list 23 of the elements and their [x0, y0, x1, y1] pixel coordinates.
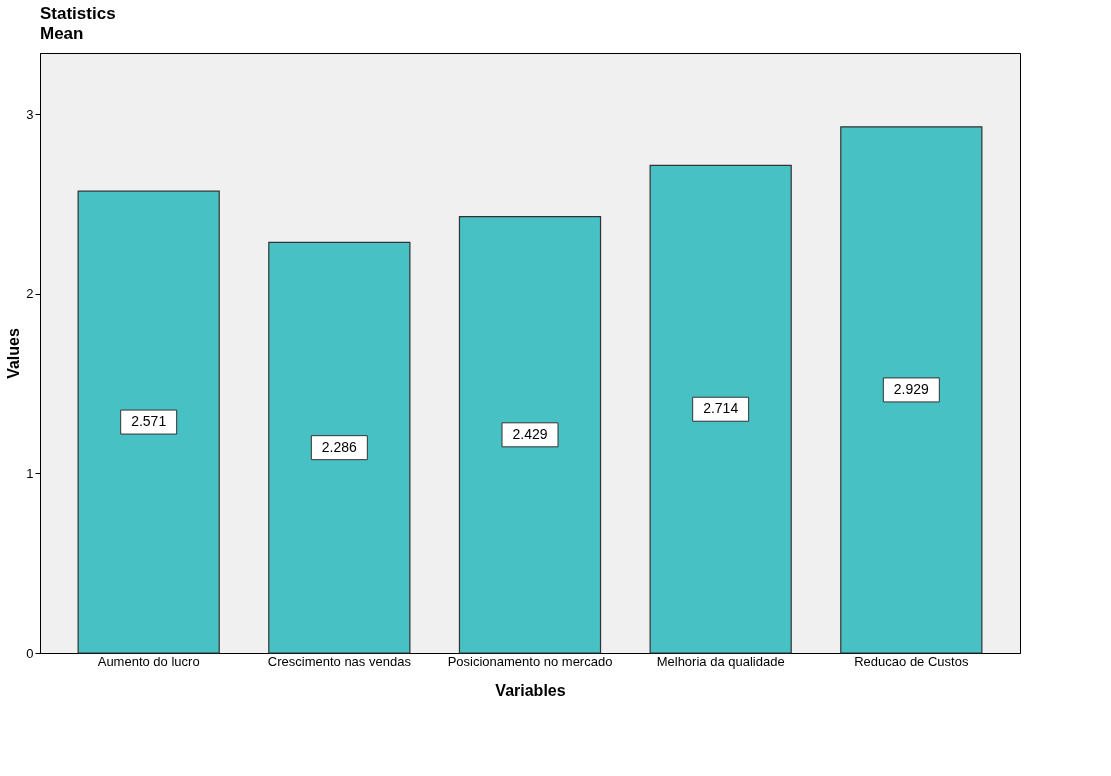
bar [458, 216, 602, 654]
data-label: 2.429 [512, 425, 548, 442]
y-tick-label: 1 [26, 465, 34, 481]
data-label: 2.714 [703, 400, 739, 417]
y-tick-label: 2 [26, 286, 34, 302]
bar [268, 241, 411, 654]
x-tick-label: Aumento do lucro [97, 653, 200, 669]
chart-title: Statistics [40, 4, 116, 23]
x-tick-label: Crescimento nas vendas [267, 653, 412, 669]
y-axis-title: Values [5, 328, 23, 379]
x-axis-title: Variables [495, 681, 566, 699]
x-tick-label: Reducao de Custos [854, 653, 969, 669]
bar [77, 190, 220, 654]
data-label: 2.571 [131, 413, 167, 430]
y-tick-label: 3 [26, 106, 34, 122]
y-tick-label: 0 [26, 645, 34, 661]
bar [649, 164, 792, 654]
x-tick-label: Posicionamento no mercado [447, 653, 613, 669]
data-label: 2.929 [893, 380, 930, 397]
data-label: 2.286 [321, 438, 358, 455]
chart-subtitle: Mean [40, 24, 84, 43]
bar [840, 126, 983, 654]
x-tick-label: Melhoria da qualidade [656, 653, 785, 669]
